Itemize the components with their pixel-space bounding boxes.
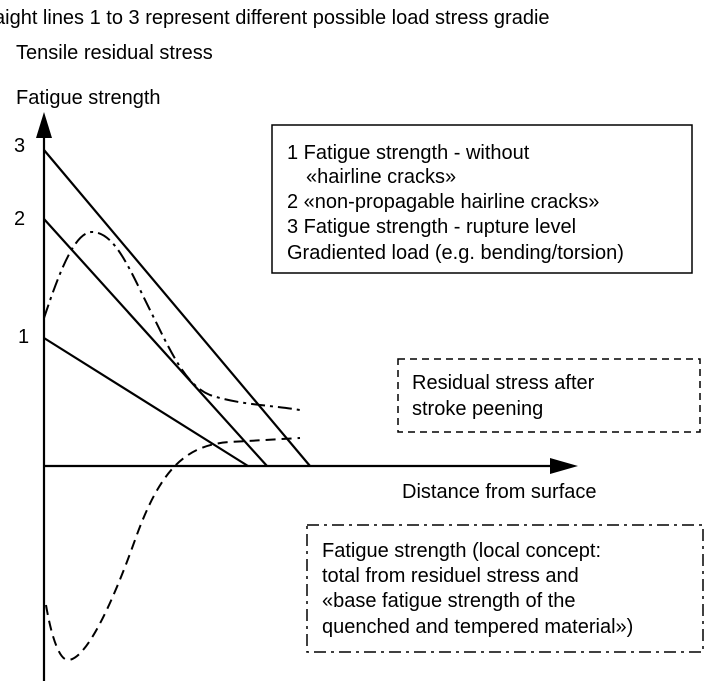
- local-fatigue-strength-curve: [43, 230, 301, 411]
- legend-line-3: 3 Fatigue strength - rupture level: [287, 216, 576, 238]
- legend-load-type: Gradiented load (e.g. bending/torsion): [287, 242, 624, 264]
- legend-fatigue-box: [306, 524, 704, 653]
- y-axis-label: Fatigue strength: [16, 87, 161, 109]
- x-axis-label: Distance from surface: [402, 481, 597, 503]
- y-tick-1: 1: [18, 326, 29, 348]
- legend-fatigue-line-4: quenched and tempered material»): [322, 616, 633, 638]
- legend-residual-line-2: stroke peening: [412, 398, 543, 420]
- legend-fatigue-line-3: «base fatigue strength of the: [322, 590, 576, 612]
- caption-text: aight lines 1 to 3 represent different p…: [0, 7, 550, 29]
- legend-fatigue-line-1: Fatigue strength (local concept:: [322, 540, 601, 562]
- legend-residual-line-1: Residual stress after: [412, 372, 595, 394]
- x-axis-arrowhead: [550, 458, 578, 474]
- load-gradient-line-1: [43, 337, 249, 467]
- legend-line-1-cont: «hairline cracks»: [306, 166, 456, 188]
- residual-stress-curve: [45, 437, 301, 662]
- legend-line-2: 2 «non-propagable hairline cracks»: [287, 191, 599, 213]
- y-axis-label-top: Tensile residual stress: [16, 42, 213, 64]
- legend-fatigue-line-2: total from residuel stress and: [322, 565, 579, 587]
- legend-residual-box: [397, 358, 701, 433]
- load-gradient-line-2: [43, 218, 268, 467]
- y-axis-arrowhead: [36, 112, 52, 138]
- load-gradient-line-3: [43, 149, 311, 467]
- y-tick-2: 2: [14, 208, 25, 230]
- legend-lines-box: [271, 124, 693, 274]
- y-tick-3: 3: [14, 135, 25, 157]
- legend-line-1: 1 Fatigue strength - without: [287, 142, 530, 164]
